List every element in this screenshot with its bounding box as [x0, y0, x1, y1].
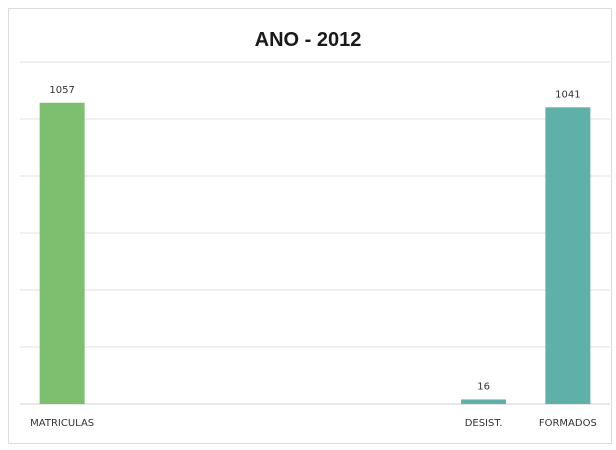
- category-label: MATRICULAS: [30, 418, 94, 429]
- bar-desist: [461, 399, 507, 404]
- chart-title: ANO - 2012: [255, 29, 362, 51]
- bar-formados: [545, 107, 591, 404]
- category-label: FORMADOS: [539, 418, 597, 429]
- gridlines: [20, 61, 610, 405]
- data-label: 16: [477, 381, 490, 392]
- bar-matriculas: [39, 102, 85, 404]
- data-label: 1041: [555, 89, 580, 100]
- category-label: DESIST.: [465, 418, 503, 429]
- chart-frame: [8, 8, 612, 444]
- category-labels: MATRICULAS DESIST. FORMADOS: [30, 418, 597, 429]
- data-label: 1057: [49, 85, 74, 96]
- bars: [39, 102, 591, 404]
- data-labels: 1057 16 1041: [49, 85, 580, 393]
